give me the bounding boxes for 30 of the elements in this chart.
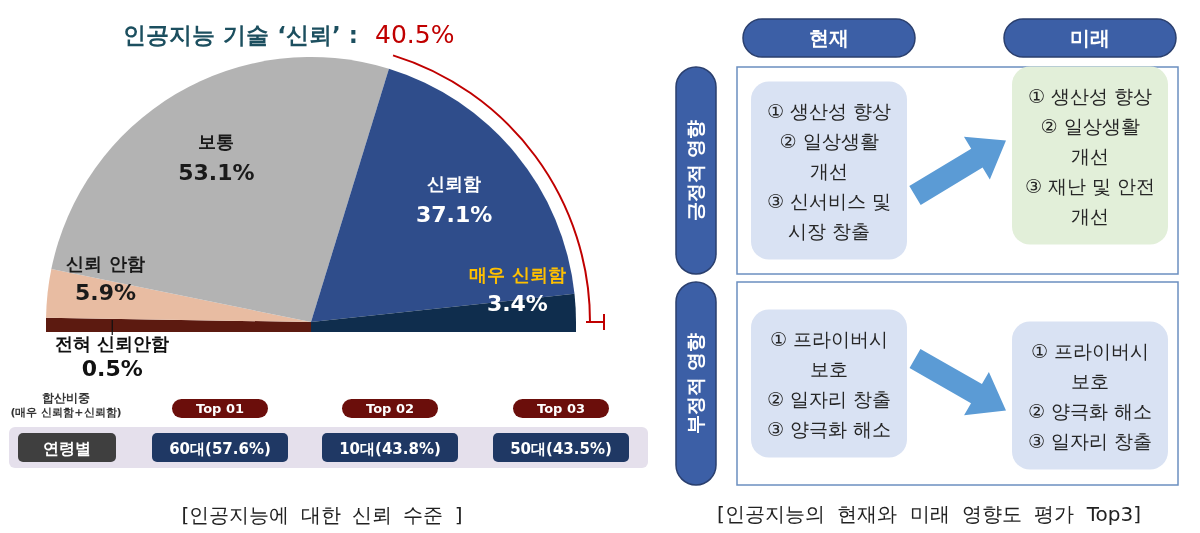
category-label: 미래: [1070, 26, 1110, 50]
category-label: 연령별: [43, 439, 91, 458]
text: 60대(57.6%): [169, 440, 271, 458]
slice-label: 전혀 신뢰안함: [55, 333, 170, 354]
slice-label: 신뢰함: [427, 172, 482, 194]
text: ① 생산성 향상 ② 일상생활 개선 ③ 신서비스 및 시장 창출: [766, 99, 892, 242]
data-label: 53.1%: [178, 160, 255, 186]
text: 50대(43.5%): [510, 440, 612, 458]
data-label: 0.5%: [81, 356, 143, 381]
category-label: Top 01: [196, 401, 244, 416]
text: ① 프라이버시 보호 ② 양극화 해소 ③ 일자리 창출: [1027, 339, 1153, 452]
text: ① 생산성 향상 ② 일상생활 개선 ③ 재난 및 안전 개선: [1024, 84, 1156, 227]
text: [인공지능의 현재와 미래 영향도 평가 Top3]: [717, 502, 1141, 526]
category-label: 긍정적 영향: [684, 119, 706, 222]
slice-label: 보통: [198, 131, 235, 153]
text: 합산비중 (매우 신뢰함+신뢰함): [10, 391, 122, 419]
slice-label: 신뢰 안함: [66, 252, 145, 274]
category-label: 부정적 영향: [684, 332, 706, 435]
data-label: 5.9%: [75, 279, 137, 305]
text: 40.5%: [375, 20, 455, 50]
category-label: Top 03: [537, 401, 585, 416]
text: 10대(43.8%): [339, 440, 441, 458]
category-label: 현재: [809, 26, 849, 50]
chart-title: 인공지능 기술 ‘신뢰’ :: [123, 22, 358, 48]
text: [인공지능에 대한 신뢰 수준 ]: [181, 503, 463, 527]
category-label: Top 02: [366, 401, 414, 416]
data-label: 37.1%: [415, 201, 493, 227]
slice-label: 매우 신뢰함: [469, 263, 566, 285]
data-label: 3.4%: [486, 290, 548, 316]
text: ① 프라이버시 보호 ② 일자리 창출 ③ 양극화 해소: [766, 327, 892, 440]
